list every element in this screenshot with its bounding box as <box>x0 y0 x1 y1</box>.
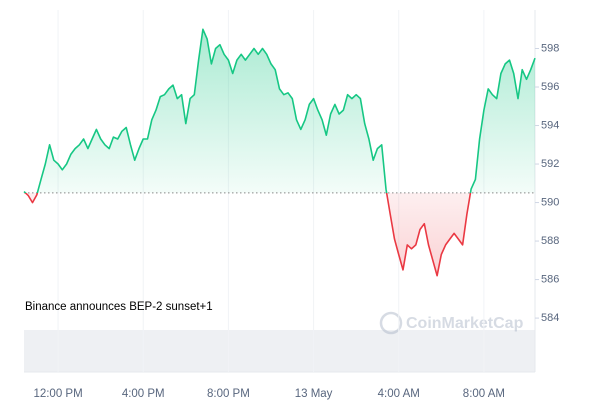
price-line <box>23 28 536 277</box>
y-tick-label: 590 <box>541 196 559 208</box>
x-tick-label: 13 May <box>295 388 333 400</box>
y-tick-label: 586 <box>541 273 559 285</box>
y-tick-label: 598 <box>541 42 559 54</box>
x-tick-label: 8:00 PM <box>207 388 250 400</box>
watermark: CoinMarketCap <box>379 311 524 335</box>
y-tick-label: 596 <box>541 81 559 93</box>
area-fill <box>24 29 535 276</box>
volume-area <box>24 330 535 372</box>
x-tick-label: 8:00 AM <box>463 388 505 400</box>
y-tick-label: 584 <box>541 312 559 324</box>
y-tick-label: 592 <box>541 158 559 170</box>
watermark-logo <box>379 311 403 335</box>
watermark-text: CoinMarketCap <box>406 315 524 332</box>
x-tick-label: 4:00 AM <box>378 388 420 400</box>
y-tick-label: 588 <box>541 235 559 247</box>
x-tick-label: 12:00 PM <box>33 388 82 400</box>
y-tick-label: 594 <box>541 119 559 131</box>
x-tick-label: 4:00 PM <box>122 388 165 400</box>
annotation: Binance announces BEP-2 sunset+1 <box>25 301 213 313</box>
